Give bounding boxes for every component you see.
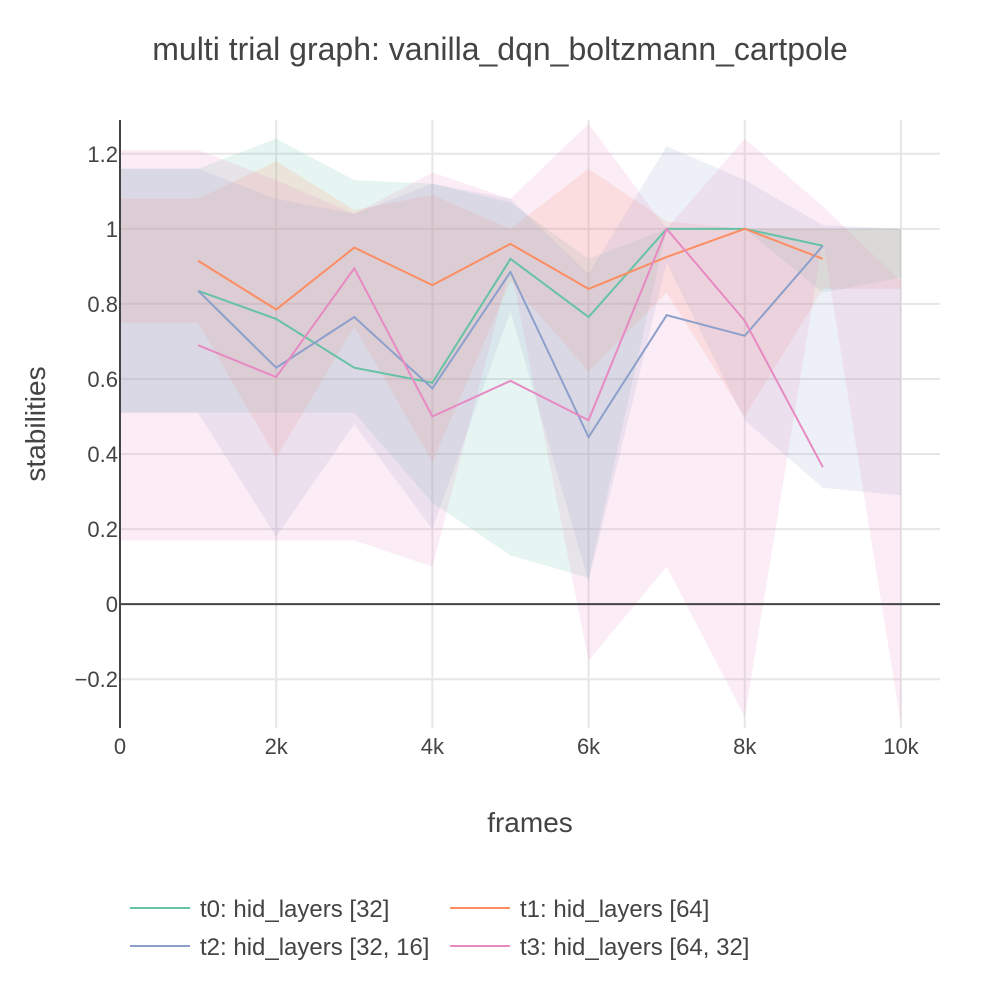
x-tick-label: 6k (577, 734, 601, 759)
gridlines (120, 120, 940, 728)
legend: t0: hid_layers [32] t1: hid_layers [64] t2… (130, 896, 749, 961)
y-tick-label: 0.8 (87, 292, 118, 317)
y-tick-label: 1.2 (87, 142, 118, 167)
legend-item-t2: t2: hid_layers [32, 16] (130, 934, 429, 961)
y-tick-label: 0.4 (87, 442, 118, 467)
legend-item-t1: t1: hid_layers [64] (450, 896, 709, 923)
x-tick-label: 2k (265, 734, 289, 759)
y-tick-label: 0.6 (87, 367, 118, 392)
x-tick-label: 8k (733, 734, 757, 759)
y-tick-labels: −0.2 0 0.2 0.4 0.6 0.8 1 1.2 (75, 142, 118, 692)
x-tick-label: 0 (114, 734, 126, 759)
y-tick-label: 1 (106, 217, 118, 242)
legend-label: t2: hid_layers [32, 16] (200, 934, 429, 961)
error-band-t2 (120, 146, 901, 582)
x-axis-label: frames (487, 807, 573, 838)
y-tick-label: −0.2 (75, 667, 118, 692)
x-tick-labels: 0 2k 4k 6k 8k 10k (114, 734, 920, 759)
x-tick-label: 4k (421, 734, 445, 759)
series-line-t2 (197, 245, 824, 440)
y-axis-label: stabilities (20, 366, 51, 481)
y-tick-label: 0 (106, 592, 118, 617)
legend-item-t3: t3: hid_layers [64, 32] (450, 934, 749, 961)
y-tick-label: 0.2 (87, 517, 118, 542)
chart-title: multi trial graph: vanilla_dqn_boltzmann… (152, 31, 848, 67)
series-line-t0 (197, 227, 824, 384)
error-band-t1 (120, 161, 901, 462)
error-band-t0 (120, 138, 901, 578)
series-line-t1 (197, 227, 824, 311)
series-lines (197, 226, 824, 468)
series-line-t3 (197, 226, 824, 468)
legend-label: t3: hid_layers [64, 32] (520, 934, 749, 961)
legend-label: t0: hid_layers [32] (200, 896, 389, 923)
error-bands (120, 123, 901, 725)
axes (119, 120, 940, 728)
legend-label: t1: hid_layers [64] (520, 896, 709, 923)
legend-item-t0: t0: hid_layers [32] (130, 896, 389, 923)
x-tick-label: 10k (883, 734, 919, 759)
